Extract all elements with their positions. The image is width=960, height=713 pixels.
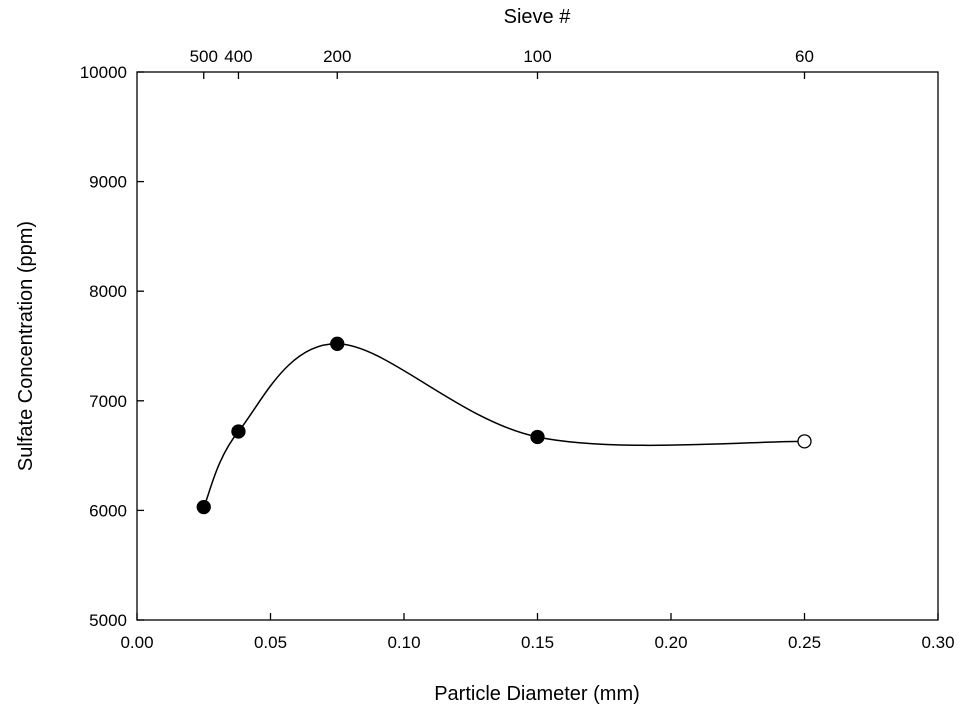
- top-tick-label: 500: [190, 47, 218, 66]
- x-axis-title: Particle Diameter (mm): [434, 683, 640, 705]
- top-axis-ticks: 500 400 200 100 60: [190, 47, 814, 79]
- y-tick-label: 7000: [89, 392, 127, 411]
- data-points: [196, 336, 812, 515]
- data-point: [797, 434, 812, 449]
- y-tick-label: 10000: [80, 63, 127, 82]
- y-tick-label: 6000: [89, 501, 127, 520]
- data-point: [231, 424, 246, 439]
- plot-frame: [136, 71, 939, 621]
- y-tick-label: 8000: [89, 282, 127, 301]
- data-point: [196, 499, 211, 515]
- x-tick-label: 0.10: [387, 633, 420, 652]
- top-axis-title: Sieve #: [504, 6, 572, 28]
- top-tick-label: 60: [795, 47, 814, 66]
- x-tick-label: 0.20: [654, 633, 687, 652]
- x-tick-label: 0.30: [921, 633, 954, 652]
- data-point: [330, 336, 345, 351]
- top-tick-label: 100: [523, 47, 551, 66]
- top-tick-label: 200: [323, 47, 351, 66]
- y-tick-label: 5000: [89, 611, 127, 630]
- x-tick-label: 0.25: [788, 633, 821, 652]
- x-tick-label: 0.15: [521, 633, 554, 652]
- x-tick-label: 0.05: [254, 633, 287, 652]
- x-tick-label: 0.00: [120, 633, 153, 652]
- y-axis-ticks: 5000 6000 7000 8000 9000 10000: [80, 63, 144, 630]
- series-curve: [203, 343, 805, 508]
- y-tick-label: 9000: [89, 173, 127, 192]
- y-axis-title: Sulfate Concentration (ppm): [15, 221, 37, 471]
- x-axis-ticks: 0.00 0.05 0.10 0.15 0.20 0.25 0.30: [120, 613, 955, 652]
- top-tick-label: 400: [224, 47, 252, 66]
- data-point: [530, 429, 545, 445]
